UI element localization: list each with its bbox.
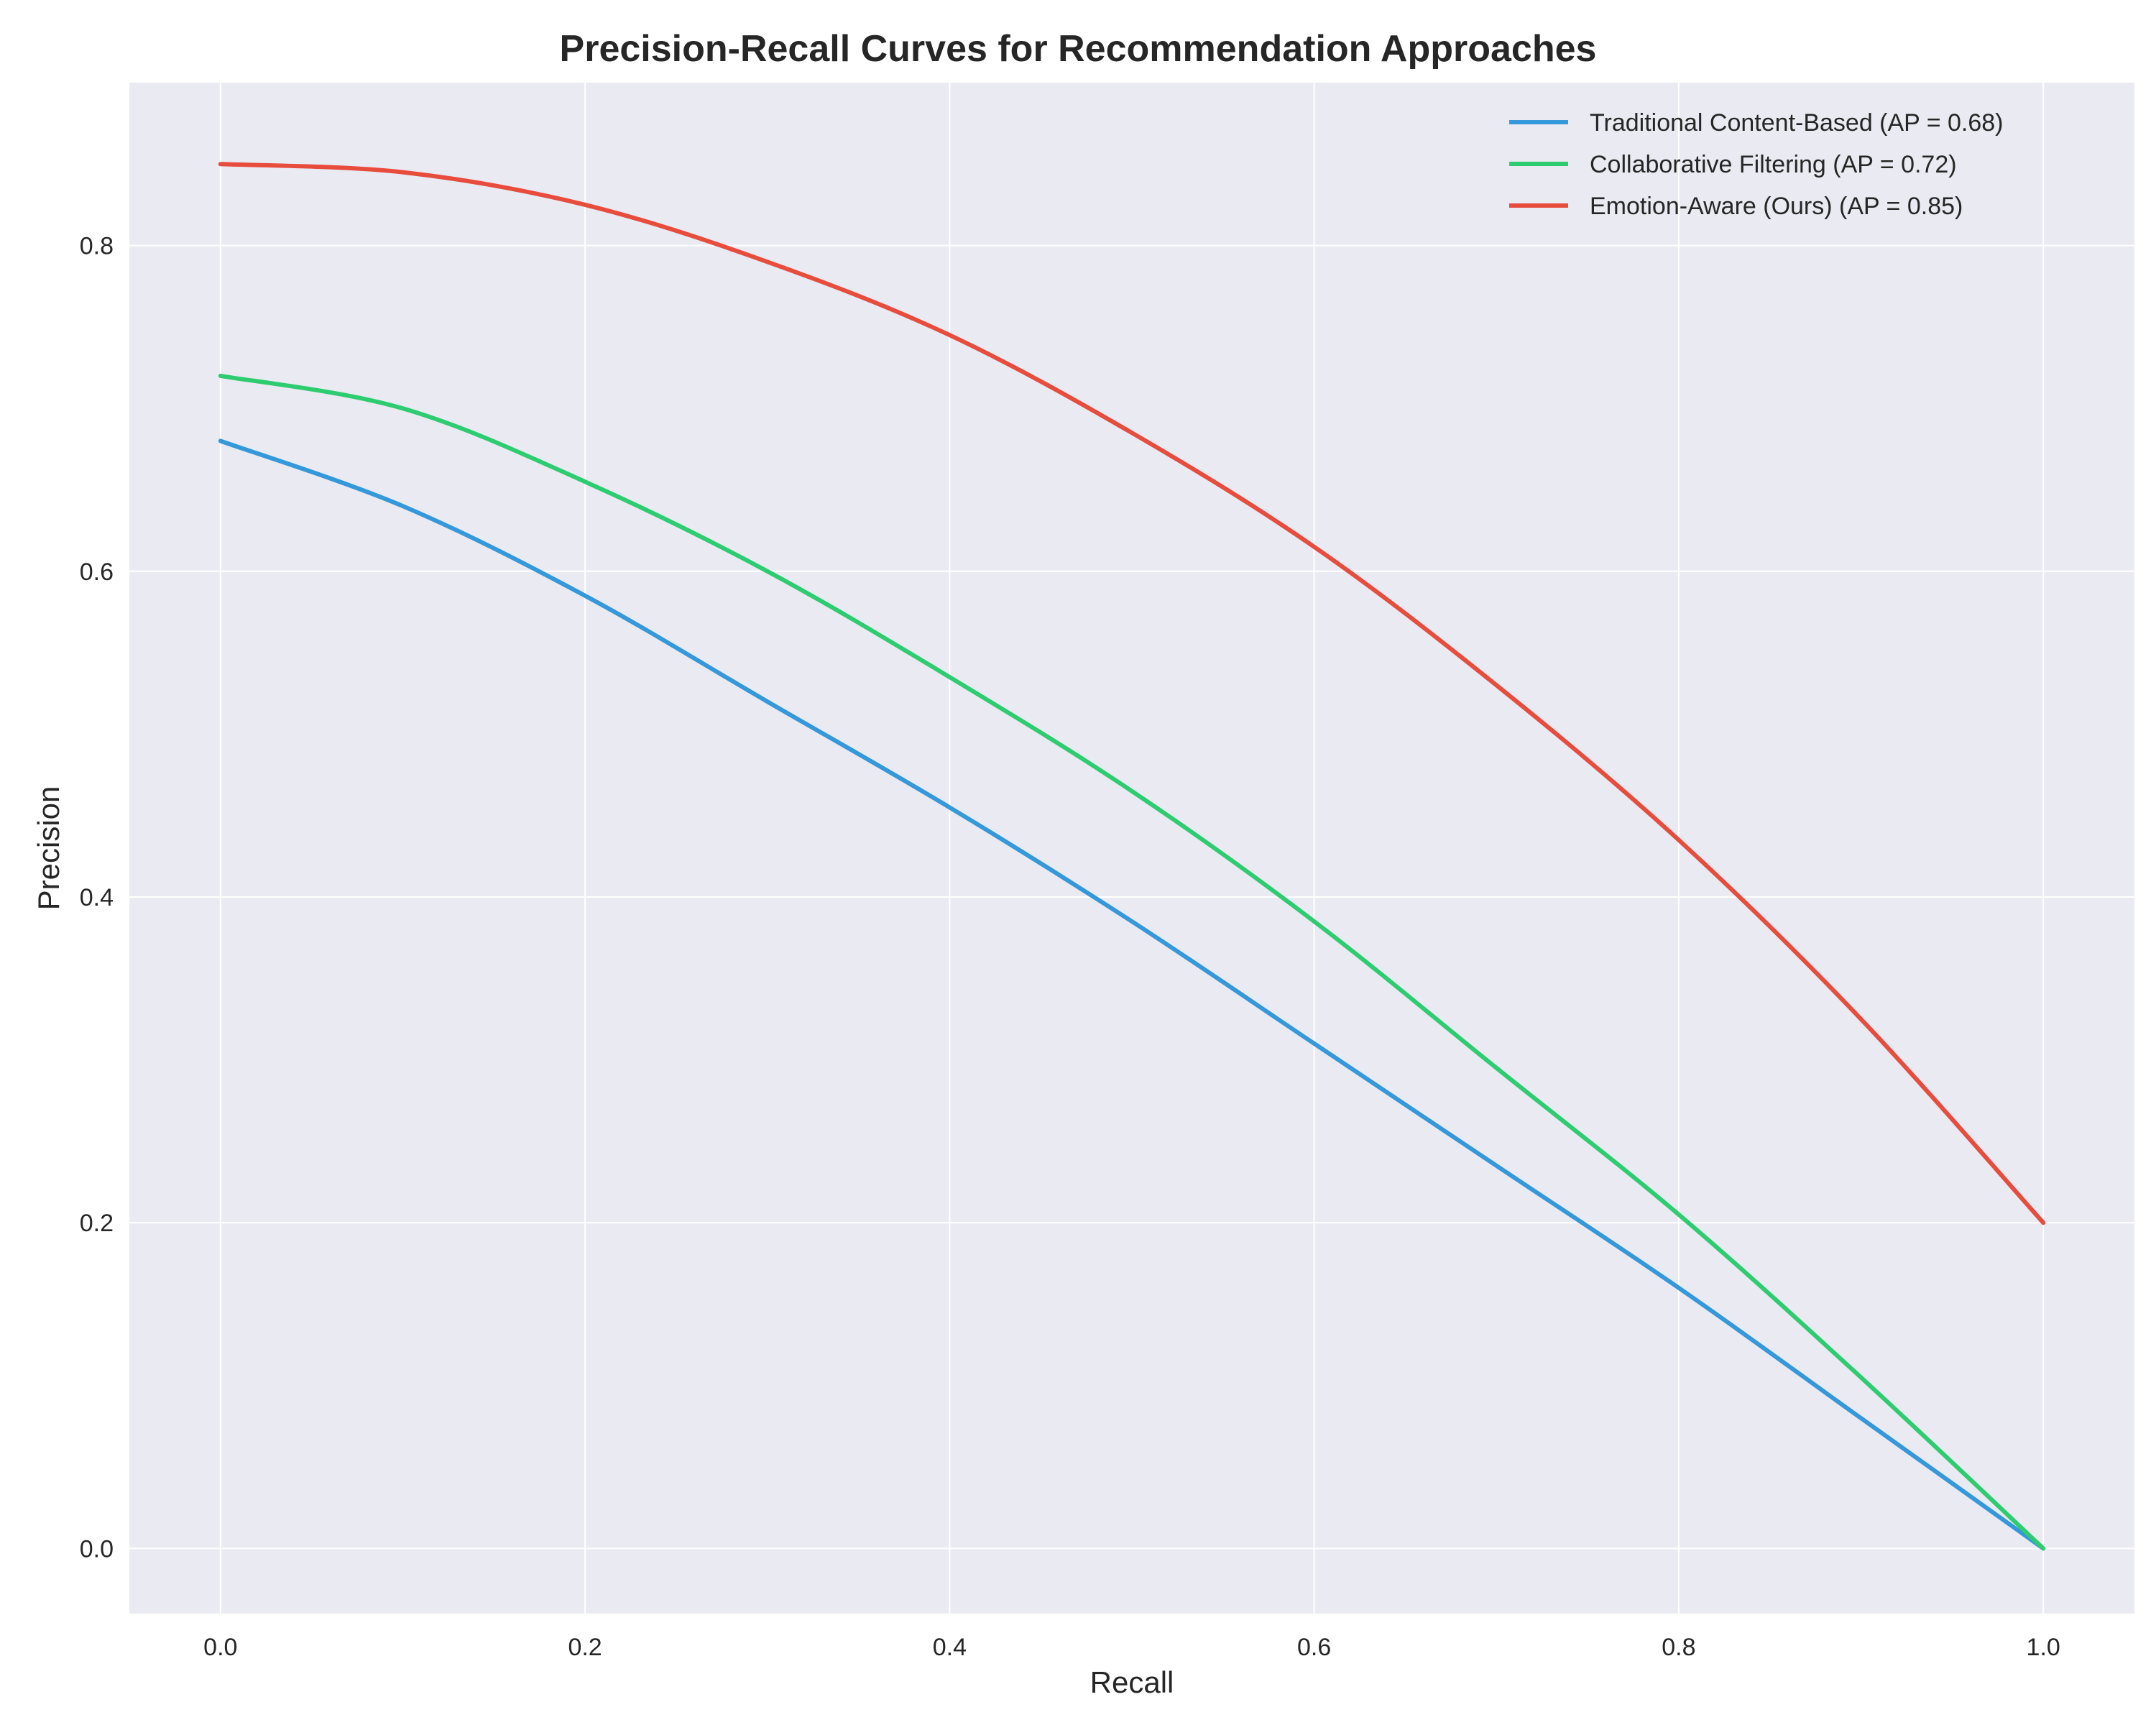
series-line-2 — [218, 162, 2046, 1225]
legend-label-1: Collaborative Filtering (AP = 0.72) — [1590, 151, 1957, 178]
series-lines — [218, 162, 2046, 1551]
y-tick-label: 0.0 — [80, 1535, 114, 1563]
x-tick-label: 0.8 — [1662, 1634, 1695, 1661]
grid — [129, 83, 2134, 1614]
y-ticks: 0.0 0.2 0.4 0.6 0.8 — [80, 233, 114, 1563]
plot-area — [129, 83, 2134, 1614]
legend-label-0: Traditional Content-Based (AP = 0.68) — [1590, 109, 2004, 137]
y-tick-label: 0.4 — [80, 884, 114, 911]
chart-title: Precision-Recall Curves for Recommendati… — [560, 28, 1597, 70]
y-tick-label: 0.6 — [80, 558, 114, 586]
x-tick-label: 0.4 — [933, 1634, 967, 1661]
legend-label-2: Emotion-Aware (Ours) (AP = 0.85) — [1590, 193, 1963, 220]
y-tick-label: 0.2 — [80, 1210, 114, 1237]
x-tick-label: 0.2 — [568, 1634, 602, 1661]
x-tick-label: 0.6 — [1297, 1634, 1331, 1661]
x-tick-label: 1.0 — [2027, 1634, 2060, 1661]
legend: Traditional Content-Based (AP = 0.68) Col… — [1509, 109, 2004, 220]
y-tick-label: 0.8 — [80, 233, 114, 260]
y-axis-label: Precision — [32, 786, 65, 911]
x-tick-label: 0.0 — [203, 1634, 237, 1661]
x-ticks: 0.0 0.2 0.4 0.6 0.8 1.0 — [203, 1634, 2060, 1661]
series-line-0 — [218, 438, 2046, 1551]
x-axis-label: Recall — [1090, 1665, 1174, 1699]
series-line-1 — [218, 373, 2046, 1551]
